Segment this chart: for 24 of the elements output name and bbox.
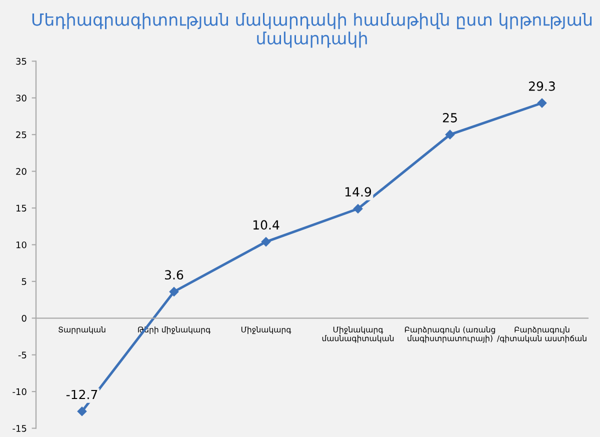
data-label: 14.9: [345, 187, 372, 197]
point: [445, 130, 455, 140]
y-tick-label: 25: [16, 131, 26, 138]
data-label: 29.3: [529, 81, 555, 91]
point: [537, 98, 547, 108]
y-tick-label: 35: [16, 58, 26, 65]
data-label: 25: [442, 112, 457, 122]
data-label: 3.6: [165, 270, 184, 280]
y-tick-label: 30: [16, 94, 26, 102]
y-tick-label: -15: [12, 425, 26, 432]
y-tick-label: -5: [18, 352, 26, 358]
y-tick-label: 15: [16, 204, 26, 212]
y-tick-label: 10: [16, 241, 26, 248]
y-tick-label: 20: [16, 168, 26, 175]
data-label: 10.4: [253, 220, 280, 230]
y-tick-label: 5: [22, 278, 26, 285]
y-tick-label: 0: [22, 314, 26, 322]
point: [261, 237, 271, 246]
point: [77, 406, 87, 416]
data-label: -12.7: [66, 390, 98, 400]
point: [169, 287, 179, 296]
chart-title: Մեդիագրագիտության մակարդակի համաթիվն ըստ կրթության մակարդակի: [32, 12, 592, 48]
y-tick-label: -10: [12, 388, 26, 396]
point: [353, 204, 363, 214]
